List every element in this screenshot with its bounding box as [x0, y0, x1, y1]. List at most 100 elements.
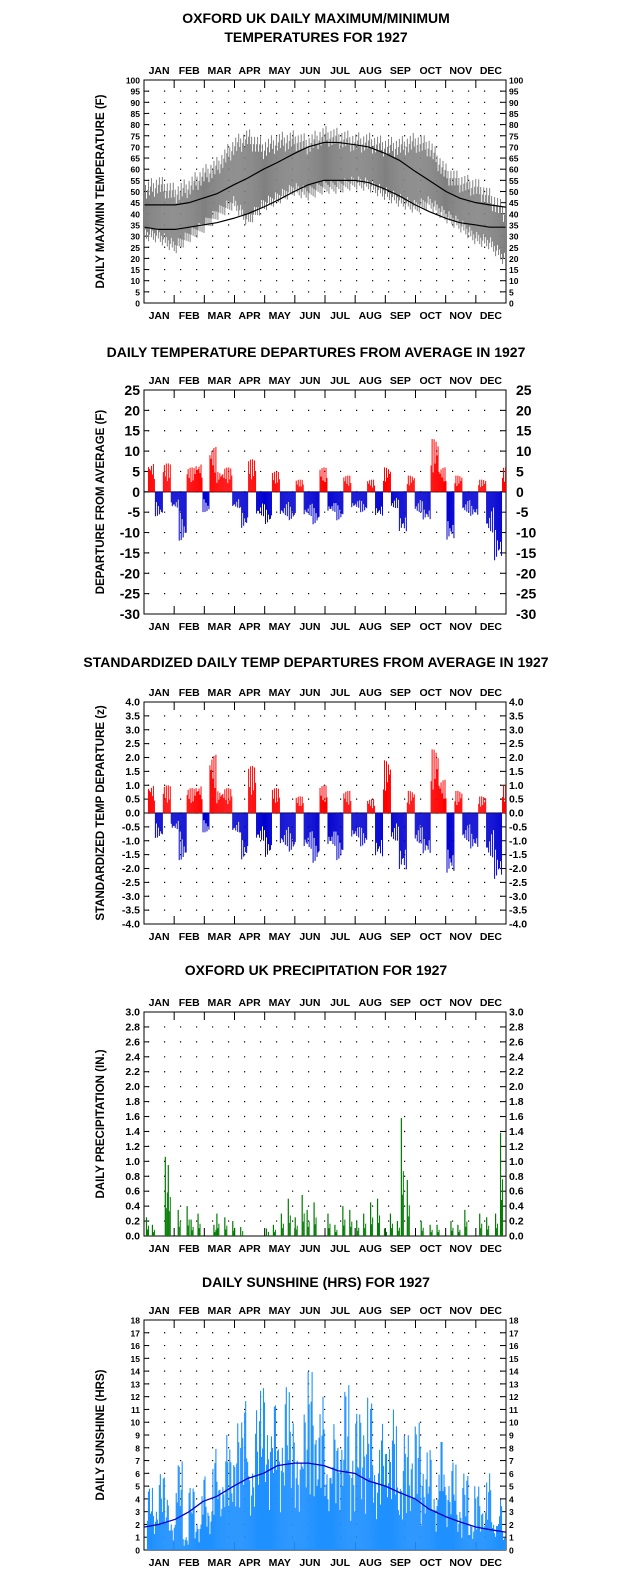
- y-tick-label-left: 2.0: [125, 1081, 140, 1093]
- y-tick-label-right: 1.8: [509, 1096, 524, 1108]
- month-label-bottom: DEC: [480, 1243, 503, 1255]
- y-tick-label-left: 1.5: [125, 766, 140, 778]
- y-tick-label-right: 5: [509, 1482, 514, 1492]
- month-label-top: FEB: [179, 65, 200, 77]
- y-tick-label-right: 0.5: [509, 794, 524, 806]
- chart-title: DAILY SUNSHINE (HRS) FOR 1927: [202, 1274, 430, 1290]
- month-label-bottom: FEB: [179, 621, 200, 633]
- standardized-chart: JAN JAN FEB FEB MAR MAR APR APR MAY MAY JUN JUN JUL J…: [95, 687, 527, 943]
- y-tick-label-left: 15: [131, 265, 141, 275]
- y-tick-label-left: 0: [135, 299, 140, 309]
- y-tick-label-left: -15: [120, 545, 140, 561]
- month-label-top: AUG: [359, 65, 382, 77]
- y-tick-label-left: -1.0: [122, 835, 140, 847]
- y-tick-label-right: 1.0: [509, 1156, 524, 1168]
- month-label-bottom: JUN: [299, 621, 320, 633]
- month-label-bottom: DEC: [480, 1557, 503, 1569]
- month-label-bottom: OCT: [419, 931, 442, 943]
- month-label-bottom: MAR: [207, 310, 231, 322]
- month-label-top: MAY: [269, 375, 291, 387]
- y-tick-label-right: 12: [509, 1392, 519, 1402]
- month-label-top: AUG: [359, 375, 382, 387]
- y-axis-label: DAILY MAX/MIN TEMPERATURE (F): [95, 94, 107, 288]
- y-tick-label-left: 20: [131, 254, 141, 264]
- y-tick-label-left: 0.6: [125, 1186, 140, 1198]
- y-tick-label-right: 90: [509, 98, 519, 108]
- month-label-bottom: SEP: [390, 1243, 411, 1255]
- y-tick-label-right: 1.6: [509, 1111, 524, 1123]
- plot-frame: [143, 1011, 507, 1237]
- month-label-bottom: JUL: [330, 621, 350, 633]
- month-label-top: MAR: [207, 997, 231, 1009]
- month-label-top: JUN: [299, 1305, 320, 1317]
- month-label-bottom: JAN: [149, 931, 170, 943]
- month-label-top: MAY: [269, 65, 291, 77]
- y-tick-label-right: 95: [509, 87, 519, 97]
- y-tick-label-left: 0.5: [125, 794, 140, 806]
- month-label-top: DEC: [480, 65, 503, 77]
- month-label-top: OCT: [419, 997, 442, 1009]
- y-tick-label-left: 3.0: [125, 1007, 140, 1019]
- month-label-top: MAY: [269, 1305, 291, 1317]
- y-tick-label-left: 1.0: [125, 1156, 140, 1168]
- month-label-bottom: NOV: [449, 931, 472, 943]
- y-tick-label-right: 5: [509, 287, 514, 297]
- y-tick-label-right: -1.0: [509, 835, 527, 847]
- y-tick-label-right: -3.5: [509, 905, 527, 917]
- month-label-top: MAR: [207, 1305, 231, 1317]
- y-tick-label-left: 0: [135, 1546, 140, 1556]
- y-tick-label-right: 1.5: [509, 766, 524, 778]
- month-label-top: APR: [238, 687, 261, 699]
- month-label-bottom: FEB: [179, 1557, 200, 1569]
- departure-chart: JAN JAN FEB FEB MAR MAR APR APR MAY MAY JUN JUN JUL J…: [95, 375, 536, 633]
- month-label-bottom: JUL: [330, 931, 350, 943]
- y-tick-label-left: 2: [135, 1520, 140, 1530]
- y-tick-label-left: -20: [120, 565, 140, 581]
- y-tick-label-right: 45: [509, 198, 519, 208]
- chart-title-line2: TEMPERATURES FOR 1927: [224, 29, 408, 45]
- y-tick-label-right: 6: [509, 1469, 514, 1479]
- y-tick-label-left: 75: [131, 131, 141, 141]
- chart-title: DAILY TEMPERATURE DEPARTURES FROM AVERAG…: [106, 344, 526, 360]
- month-label-bottom: MAR: [207, 931, 231, 943]
- month-label-bottom: JAN: [149, 621, 170, 633]
- y-tick-label-right: 3.5: [509, 710, 524, 722]
- month-label-top: APR: [238, 375, 261, 387]
- y-tick-label-right: 15: [516, 423, 532, 439]
- month-label-top: JUL: [330, 687, 350, 699]
- y-tick-label-right: 7: [509, 1456, 514, 1466]
- y-tick-label-right: 20: [509, 254, 519, 264]
- y-tick-label-right: 4: [509, 1494, 514, 1504]
- y-tick-label-right: 0.6: [509, 1186, 524, 1198]
- y-tick-label-right: 35: [509, 220, 519, 230]
- month-label-bottom: DEC: [480, 931, 503, 943]
- y-tick-label-right: 2.5: [509, 738, 524, 750]
- y-tick-label-left: 80: [131, 120, 141, 130]
- month-label-top: JAN: [149, 375, 170, 387]
- month-label-bottom: OCT: [419, 310, 442, 322]
- y-tick-label-left: 2.5: [125, 738, 140, 750]
- month-label-bottom: NOV: [449, 621, 472, 633]
- month-label-bottom: NOV: [449, 1557, 472, 1569]
- y-tick-label-left: -2.5: [122, 877, 140, 889]
- y-axis-label: DAILY SUNSHINE (HRS): [95, 1369, 107, 1500]
- y-tick-label-left: 60: [131, 165, 141, 175]
- y-tick-label-left: 18: [131, 1316, 141, 1326]
- y-tick-label-right: 70: [509, 142, 519, 152]
- y-tick-label-left: 50: [131, 187, 141, 197]
- y-tick-label-left: 14: [131, 1367, 141, 1377]
- month-label-bottom: JUN: [299, 931, 320, 943]
- y-tick-label-left: 5: [135, 287, 140, 297]
- y-tick-label-left: 45: [131, 198, 141, 208]
- y-tick-label-left: -5: [128, 504, 141, 520]
- y-tick-label-left: 16: [131, 1341, 141, 1351]
- y-tick-label-left: 2.8: [125, 1021, 140, 1033]
- y-tick-label-left: 6: [135, 1469, 140, 1479]
- y-tick-label-left: 85: [131, 109, 141, 119]
- month-label-bottom: FEB: [179, 310, 200, 322]
- y-tick-label-right: 2.2: [509, 1066, 524, 1078]
- y-tick-label-left: 3.0: [125, 724, 140, 736]
- month-label-bottom: APR: [238, 1557, 261, 1569]
- y-tick-label-left: 10: [131, 276, 141, 286]
- y-tick-label-right: 10: [516, 443, 532, 459]
